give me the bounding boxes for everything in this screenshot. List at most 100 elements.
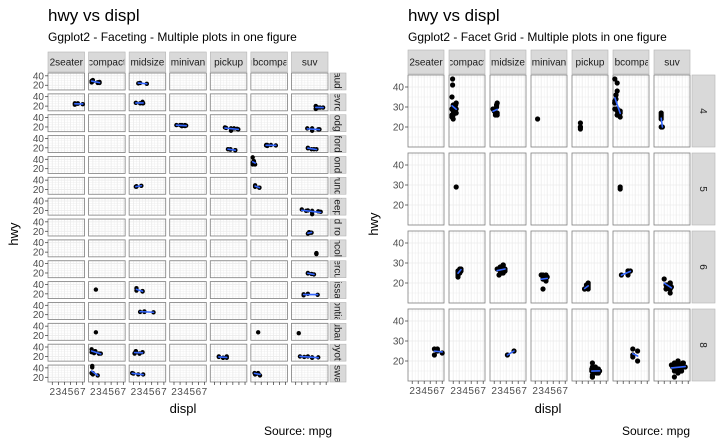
facet-panel [128,114,167,133]
panel-background [88,281,126,299]
panel-border [291,260,329,279]
x-tick-label: 6 [515,386,521,397]
panel-border [169,260,207,279]
panel-background [88,73,126,90]
data-point [663,286,669,292]
panel-border [209,93,248,112]
x-tick-label: 3 [177,387,183,398]
panel-border [530,230,568,304]
facet-strip-label-nissan: nissan [332,276,343,305]
panel-data [137,309,156,315]
data-point [309,211,315,217]
strip-label-wrap: audi [332,74,343,90]
facet-panel [47,343,85,362]
data-point [450,76,456,82]
data-point [667,280,673,286]
panel-border [530,74,568,148]
facet-panel [169,239,207,258]
panel-background [129,302,166,320]
panel-background [613,231,649,303]
panel-data [216,354,229,361]
panel-background [88,239,126,257]
faceting-chart: hwy vs displ Ggplot2 - Faceting - Multip… [6,6,347,438]
panel-data [296,331,301,336]
facet-panel [291,156,329,174]
panel-background [654,153,690,225]
panel-background [48,281,85,299]
facet-panel [209,197,248,216]
facet-panel [250,322,288,341]
y-tick-label: 20 [33,352,45,363]
panel-background [449,309,485,381]
panel-border [291,218,329,237]
panel-border [47,93,85,112]
panel-data [504,348,517,358]
facet-strip-col [250,51,288,73]
panel-border [88,135,126,153]
strip-label-wrap: toyota [332,339,343,367]
panel-border [291,197,329,216]
panel-background [48,302,85,320]
data-point [617,114,623,120]
panel-background [572,153,608,225]
facet-panel [612,74,650,148]
panel-background [48,198,85,216]
panel-background [129,260,166,278]
y-tick-label: 30 [393,181,405,192]
x-tick-label: 2 [409,386,415,397]
x-tick-label: 2 [171,387,177,398]
facet-panel [88,156,126,174]
panel-border [88,197,126,216]
facet-panel [530,74,568,148]
strip-label-wrap: jeep [332,199,343,215]
panel-data [252,370,263,378]
panel-data [455,266,464,280]
data-point [661,276,667,282]
panel-background [210,73,247,90]
x-tick-label: 6 [196,387,202,398]
facet-panel [88,343,126,362]
strip-label-wrap: volkswagen [332,347,343,399]
facet-panel [209,176,248,195]
panel-data [589,360,603,380]
facet-panel [250,281,288,299]
panel-border [209,135,248,153]
panel-border [489,308,527,382]
y-tick-label: 40 [33,322,45,333]
facet-panel [291,176,329,195]
panel-background [250,114,288,132]
facet-panel [612,308,650,382]
facet-panel [169,135,207,153]
facet-strip-label-volkswagen: volkswagen [332,347,343,399]
smooth-line [253,372,261,376]
panel-background [169,239,207,257]
smooth-line [137,82,148,85]
panel-border [128,281,167,299]
data-point [499,270,505,276]
panel-background [531,153,567,225]
facet-strip-label-toyota: toyota [332,339,343,367]
panel-background [129,344,166,362]
facet-panel [209,93,248,112]
panel-border [291,239,329,258]
data-point [614,80,620,86]
panel-background [48,239,85,257]
panel-background [88,114,126,132]
panel-border [88,343,126,362]
smooth-line [306,128,321,131]
panel-background [210,302,247,320]
panel-background [250,323,288,341]
strip-label-wrap: 4 [697,108,708,114]
x-tick-label: 4 [62,387,68,398]
panel-border [169,364,207,383]
y-tick-label: 20 [33,143,45,154]
panel-background [291,177,328,195]
y-tick-label: 40 [33,363,45,374]
x-tick-label: 3 [497,386,503,397]
y-tick-label: 40 [33,343,45,354]
x-axis-label: displ [535,401,562,416]
panel-border [88,72,126,91]
y-tick-label: 40 [393,83,405,94]
panel-background [169,135,207,153]
y-tick-label: 20 [33,227,45,238]
